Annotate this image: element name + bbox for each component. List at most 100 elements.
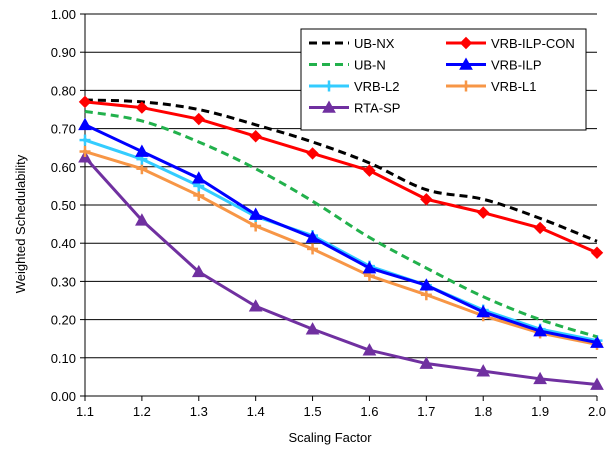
data-point-rta-sp	[476, 364, 491, 377]
data-point-vrb-l1	[307, 243, 319, 255]
y-axis-title: Weighted Schedulability	[13, 154, 28, 293]
y-tick-label: 0.20	[51, 313, 76, 328]
x-tick-label: 1.4	[247, 404, 265, 419]
data-point-vrb-ilp-con	[192, 112, 205, 126]
data-point-vrb-l1	[250, 220, 262, 232]
data-point-rta-sp	[419, 356, 434, 369]
marker-core	[423, 291, 430, 298]
data-point-vrb-l1	[79, 146, 91, 158]
series-line-ub-n	[84, 109, 598, 339]
legend-marker	[459, 57, 473, 70]
y-tick-label: 0.50	[51, 198, 76, 213]
marker-core	[366, 272, 373, 279]
data-point-vrb-ilp-con	[590, 246, 604, 259]
x-tick-label: 1.5	[304, 404, 322, 419]
legend-marker	[323, 80, 335, 92]
series-lines	[78, 95, 604, 390]
series-rta-sp	[78, 150, 604, 390]
y-tick-label: 0.30	[51, 274, 76, 289]
data-point-vrb-ilp-con	[135, 101, 149, 114]
x-tick-label: 1.2	[133, 404, 151, 419]
legend-item-vrb-l1: VRB-L1	[446, 79, 537, 94]
data-point-vrb-ilp	[78, 117, 92, 131]
data-point-vrb-ilp	[533, 324, 547, 337]
marker-core	[82, 148, 88, 155]
legend-item-vrb-ilp: VRB-ILP	[446, 57, 542, 73]
x-tick-label: 1.8	[474, 404, 492, 419]
y-tick-label: 0.10	[51, 351, 76, 366]
marker-core	[252, 223, 259, 230]
data-point-vrb-l1	[420, 289, 432, 301]
data-point-rta-sp	[533, 371, 547, 385]
axes	[80, 13, 598, 401]
data-point-vrb-ilp-con	[306, 147, 319, 160]
legend-label: RTA-SP	[354, 101, 400, 116]
series-vrb-ilp	[78, 117, 604, 348]
legend-label: UB-NX	[354, 36, 395, 51]
marker-core	[195, 192, 202, 199]
data-point-vrb-ilp	[135, 144, 149, 157]
legend-label: VRB-L1	[491, 79, 537, 94]
legend-item-rta-sp: RTA-SP	[309, 100, 400, 116]
data-point-vrb-ilp-con	[533, 221, 547, 235]
series-vrb-ilp-con	[78, 95, 604, 259]
marker-core	[463, 83, 469, 89]
series-line-ub-nx	[84, 98, 598, 243]
legend-item-vrb-ilp-con: VRB-ILP-CON	[446, 36, 575, 51]
data-point-vrb-ilp	[248, 207, 263, 220]
y-tick-label: 0.60	[51, 160, 76, 175]
data-point-rta-sp	[362, 343, 377, 356]
data-point-vrb-ilp-con	[78, 95, 92, 109]
marker-core	[138, 165, 145, 172]
data-point-vrb-l2	[79, 134, 91, 146]
legend-label: VRB-ILP-CON	[491, 36, 575, 51]
data-point-vrb-ilp	[476, 304, 491, 318]
series-line-vrb-l2	[84, 138, 598, 343]
data-point-vrb-l1	[136, 163, 148, 175]
data-point-vrb-ilp	[419, 278, 434, 291]
data-point-vrb-ilp	[305, 230, 320, 243]
data-point-vrb-ilp	[590, 335, 604, 348]
marker-core	[138, 156, 145, 163]
x-tick-label: 1.3	[190, 404, 208, 419]
x-tick-label: 1.1	[76, 404, 94, 419]
legend: UB-NX VRB-ILP-CON UB-N VRB-ILP VRB-L2 VRB-L1 R…	[300, 28, 587, 131]
x-tick-label: 2.0	[588, 404, 606, 419]
data-point-vrb-ilp-con	[363, 164, 376, 177]
data-point-rta-sp	[590, 377, 604, 390]
data-point-vrb-ilp	[191, 171, 206, 184]
data-point-rta-sp	[248, 299, 263, 312]
legend-item-vrb-l2: VRB-L2	[309, 79, 400, 94]
legend-item-ub-nx: UB-NX	[309, 36, 395, 51]
series-line-vrb-ilp	[84, 123, 598, 344]
legend-label: VRB-L2	[354, 79, 400, 94]
series-ub-nx	[84, 98, 598, 243]
data-point-vrb-ilp	[362, 261, 377, 274]
x-tick-label: 1.6	[360, 404, 378, 419]
data-point-vrb-ilp-con	[420, 193, 433, 206]
legend-label: UB-N	[354, 58, 386, 73]
series-line-rta-sp	[83, 156, 598, 387]
legend-item-ub-n: UB-N	[309, 58, 386, 73]
y-tick-label: 0.00	[51, 389, 76, 404]
legend-marker	[322, 100, 336, 113]
y-tick-label: 0.80	[51, 83, 76, 98]
data-point-vrb-l1	[193, 189, 205, 201]
series-line-vrb-l1	[84, 150, 598, 346]
marker-core	[195, 182, 202, 189]
marker-core	[326, 83, 332, 89]
y-tick-label: 0.70	[51, 122, 76, 137]
data-point-rta-sp	[305, 322, 320, 335]
y-tick-label: 0.90	[51, 45, 76, 60]
data-point-rta-sp	[135, 213, 149, 226]
marker-core	[82, 137, 88, 144]
x-tick-label: 1.9	[531, 404, 549, 419]
x-tick-label: 1.7	[417, 404, 435, 419]
series-ub-n	[84, 109, 598, 339]
x-axis-title: Scaling Factor	[288, 430, 372, 445]
data-point-vrb-ilp-con	[249, 130, 262, 143]
legend-label: VRB-ILP	[491, 58, 542, 73]
data-point-rta-sp	[191, 264, 206, 278]
